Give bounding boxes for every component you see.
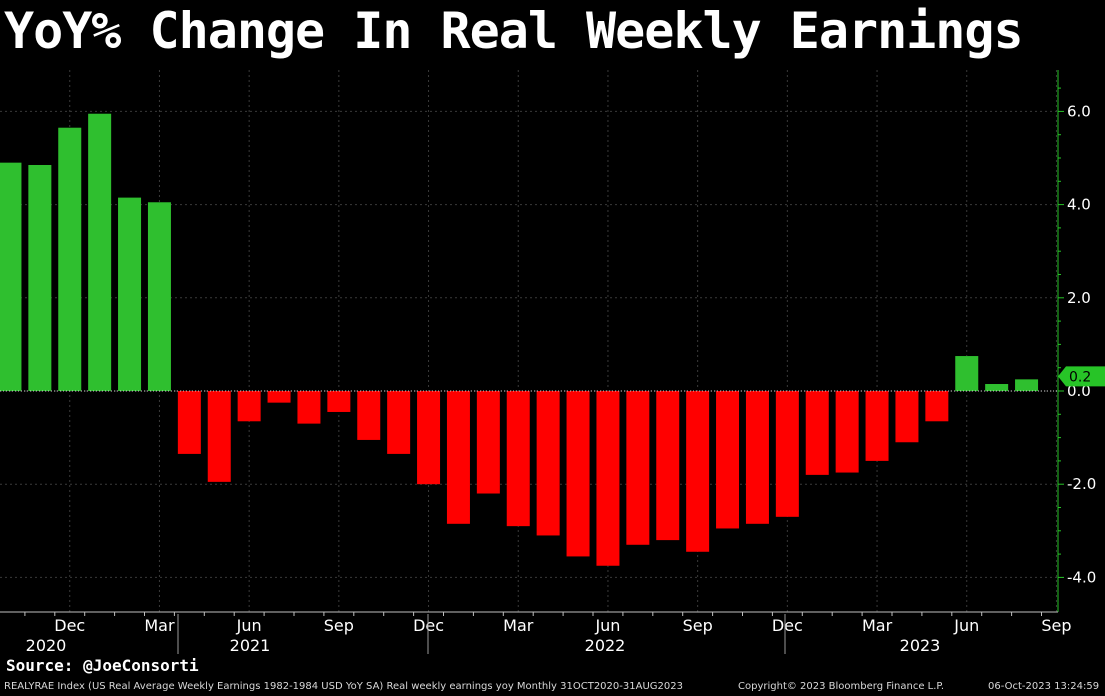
y-tick-label: 4.0 [1067, 196, 1091, 214]
bar [237, 391, 261, 422]
bar [656, 391, 680, 541]
last-value-label: 0.2 [1069, 369, 1091, 385]
bar [88, 113, 112, 391]
bar [626, 391, 650, 545]
copyright-notice: Copyright© 2023 Bloomberg Finance L.P. [738, 681, 945, 692]
bar [177, 391, 201, 454]
chart-title: YoY% Change In Real Weekly Earnings [4, 2, 1024, 60]
x-month-label: Jun [594, 616, 620, 635]
y-tick-label: 2.0 [1067, 289, 1091, 307]
bar [357, 391, 381, 440]
y-tick-label: 0.0 [1067, 382, 1091, 400]
x-month-label: Sep [1041, 616, 1071, 635]
index-description: REALYRAE Index (US Real Average Weekly E… [4, 681, 683, 692]
bars [0, 113, 1039, 566]
bar [775, 391, 799, 517]
y-tick-label: -2.0 [1067, 475, 1096, 493]
bar [0, 162, 22, 391]
bar [267, 391, 291, 403]
bar [327, 391, 351, 412]
x-month-label: Sep [324, 616, 354, 635]
x-month-label: Dec [772, 616, 803, 635]
bar [925, 391, 949, 422]
bar [955, 356, 979, 391]
bar [835, 391, 859, 473]
bar [28, 164, 52, 391]
x-year-label: 2022 [585, 636, 626, 655]
x-month-label: Sep [683, 616, 713, 635]
bar [476, 391, 500, 494]
bar [805, 391, 829, 475]
x-month-label: Jun [953, 616, 979, 635]
x-year-label: 2023 [900, 636, 941, 655]
bar [716, 391, 740, 529]
bar [536, 391, 560, 536]
bar [147, 202, 171, 391]
bar [387, 391, 411, 454]
x-year-label: 2020 [26, 636, 67, 655]
bar [1015, 379, 1039, 391]
bar [417, 391, 441, 485]
timestamp: 06-Oct-2023 13:24:59 [988, 681, 1100, 692]
x-month-label: Dec [413, 616, 444, 635]
bar [745, 391, 769, 524]
x-month-label: Mar [144, 616, 175, 635]
x-month-label: Mar [503, 616, 534, 635]
bar [895, 391, 919, 443]
bar [297, 391, 321, 424]
last-value-badge [1058, 366, 1105, 387]
bar [566, 391, 590, 557]
bar [506, 391, 530, 527]
bar [446, 391, 470, 524]
bar [985, 384, 1009, 391]
y-tick-label: 6.0 [1067, 102, 1091, 120]
x-year-label: 2021 [230, 636, 271, 655]
bar [865, 391, 889, 461]
bar [118, 197, 142, 391]
bar [207, 391, 231, 482]
bar [58, 127, 82, 392]
x-month-label: Dec [54, 616, 85, 635]
x-month-label: Jun [236, 616, 262, 635]
y-tick-label: -4.0 [1067, 568, 1096, 586]
axes: 6.0 4.0 2.0 0.0 -2.0 -4.0 0.2 Dec Mar Jun Sep Dec Ma… [0, 70, 1105, 655]
source-credit: Source: @JoeConsorti [6, 656, 199, 675]
x-month-label: Mar [862, 616, 893, 635]
bar [596, 391, 620, 566]
bar [686, 391, 710, 552]
